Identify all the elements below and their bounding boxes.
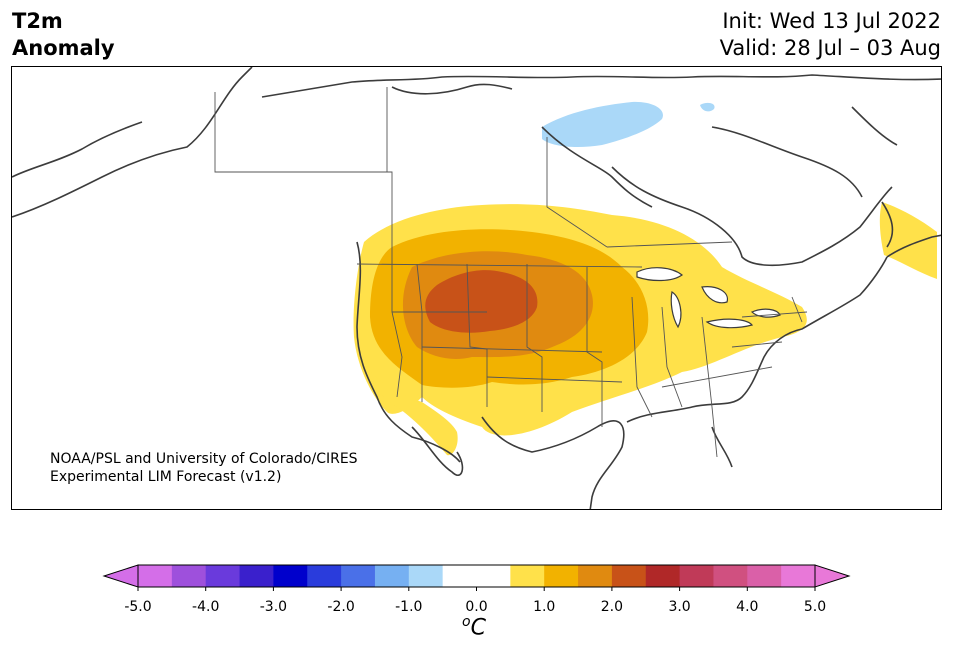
colorbar-unit: oC [462,614,486,641]
data-credit: NOAA/PSL and University of Colorado/CIRE… [50,450,358,486]
colorbar-segment [713,565,748,587]
colorbar-extend-low [102,564,139,588]
anomaly-region-coast-south [367,367,458,456]
colorbar-segment [747,565,782,587]
colorbar-extend-high [814,564,851,588]
colorbar-segment [544,565,579,587]
colorbar-segment [781,565,816,587]
colorbar-segment [442,565,477,587]
colorbar-segment [374,565,410,587]
valid-period: Valid: 28 Jul – 03 Aug [719,36,941,60]
state-province-borders [214,87,808,458]
colorbar-segment [408,565,444,587]
colorbar-segments [102,564,851,588]
colorbar-segment [679,565,714,587]
colorbar-segment [645,565,681,587]
colorbar-segment [205,565,241,587]
anomaly-region-plus-2.0 [425,270,538,333]
anomaly-region-newfoundland [879,202,937,279]
colorbar-segment [341,565,376,587]
great-lakes [636,267,781,329]
colorbar-tick-label: -4.0 [192,599,219,615]
colorbar-segment [138,565,173,587]
colorbar-tick-label: 5.0 [804,599,826,615]
north-america-map [12,67,941,509]
map-panel: NOAA/PSL and University of Colorado/CIRE… [11,66,942,510]
colorbar-ticks: -5.0 -4.0 -3.0 -2.0 -1.0 0.0 1.0 2.0 3.0 4.0 5.0 [124,587,826,615]
colorbar-segment [239,565,274,587]
init-date: Init: Wed 13 Jul 2022 [722,9,941,33]
colorbar-tick-label: -1.0 [395,599,422,615]
forecast-dates: Init: Wed 13 Jul 2022 Valid: 28 Jul – 03… [720,8,941,62]
colorbar-tick-label: 1.0 [533,599,555,615]
map-title: T2m Anomaly [12,8,115,62]
colorbar-segment [171,565,207,587]
colorbar-segment [476,565,511,587]
coastlines [12,67,941,509]
colorbar-tick-label: -3.0 [260,599,287,615]
colorbar-tick-label: -5.0 [124,599,151,615]
title-variable: T2m [12,9,63,33]
colorbar-tick-label: 3.0 [668,599,690,615]
colorbar-segment [578,565,613,587]
colorbar-tick-label: -2.0 [327,599,354,615]
colorbar-tick-label: 2.0 [601,599,623,615]
anomaly-region-minus-0.5 [542,101,715,147]
colorbar-segment [611,565,647,587]
title-subtitle: Anomaly [12,36,115,60]
colorbar-segment [510,565,545,587]
colorbar-tick-label: 4.0 [736,599,758,615]
colorbar-tick-label: 0.0 [465,599,487,615]
credit-line-1: NOAA/PSL and University of Colorado/CIRE… [50,451,358,467]
colorbar-segment [307,565,342,587]
colorbar-segment [273,565,308,587]
credit-line-2: Experimental LIM Forecast (v1.2) [50,469,282,485]
